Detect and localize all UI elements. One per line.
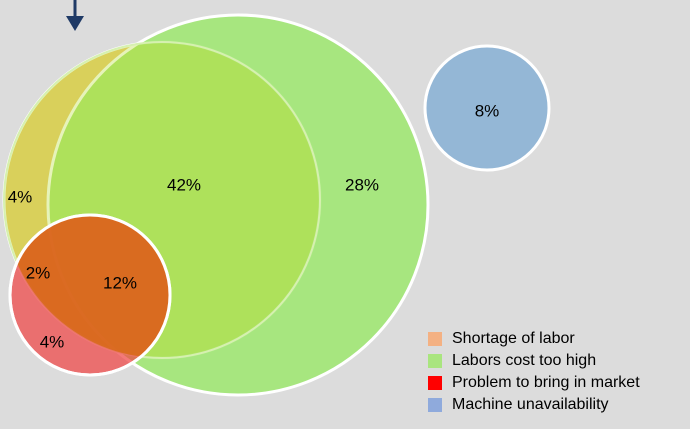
legend-label-problem-to-bring-in-market: Problem to bring in market (452, 374, 640, 391)
legend-swatch-labors-cost-too-high (428, 354, 442, 368)
legend-item-labors-cost-too-high: Labors cost too high (428, 350, 640, 372)
legend-item-shortage-of-labor: Shortage of labor (428, 328, 640, 350)
label-shortage-and-market: 2% (26, 263, 51, 282)
legend-label-machine-unavailability: Machine unavailability (452, 396, 609, 413)
circle-machine-unavailability (423, 44, 551, 172)
label-cost-only: 28% (345, 175, 379, 194)
legend-label-shortage-of-labor: Shortage of labor (452, 330, 575, 347)
label-shortage-and-cost: 42% (167, 175, 201, 194)
label-market-only: 4% (40, 332, 65, 351)
legend-item-machine-unavailability: Machine unavailability (428, 394, 640, 416)
label-machine-only: 8% (475, 101, 500, 120)
legend-swatch-problem-to-bring-in-market (428, 376, 442, 390)
legend-label-labors-cost-too-high: Labors cost too high (452, 352, 597, 369)
arrow-down-icon (66, 0, 84, 31)
legend-swatch-shortage-of-labor (428, 332, 442, 346)
label-shortage-cost-market: 12% (103, 273, 137, 292)
label-shortage-only: 4% (8, 187, 33, 206)
legend: Shortage of labor Labors cost too high P… (428, 328, 640, 416)
circle-market-outline (8, 213, 172, 377)
legend-item-problem-to-bring-in-market: Problem to bring in market (428, 372, 640, 394)
legend-swatch-machine-unavailability (428, 398, 442, 412)
